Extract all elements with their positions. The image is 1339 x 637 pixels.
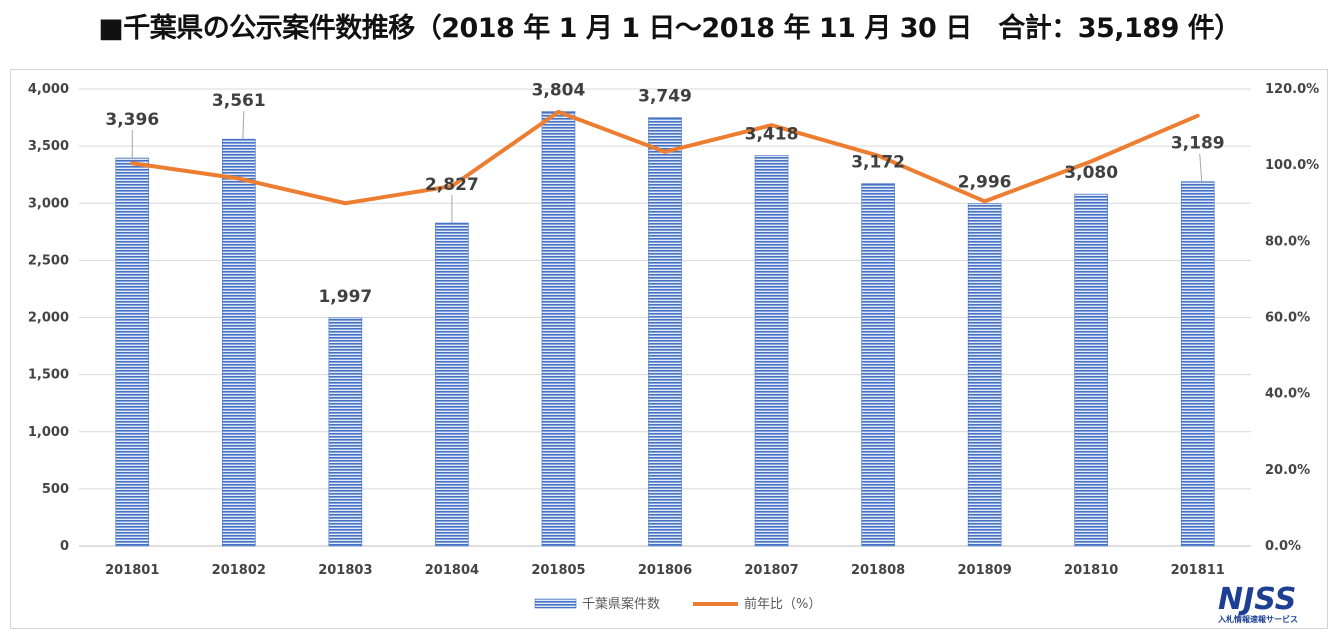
njss-logo: NJSS 入札情報速報サービス <box>1217 582 1298 624</box>
legend-line-label: 前年比（%） <box>744 596 821 612</box>
bar <box>754 155 789 547</box>
bar-data-label: 3,172 <box>851 153 905 173</box>
bar <box>648 117 682 547</box>
bar-data-label: 3,749 <box>638 87 692 107</box>
x-tick-label: 201802 <box>212 563 266 578</box>
bar-data-label: 1,997 <box>318 287 372 307</box>
y-right-tick-label: 20.0% <box>1265 463 1310 478</box>
x-tick-label: 201810 <box>1064 563 1118 578</box>
bar <box>861 183 895 547</box>
x-tick-label: 201807 <box>744 563 798 578</box>
y-right-tick-label: 120.0% <box>1265 82 1319 97</box>
x-tick-label: 201808 <box>851 563 905 578</box>
data-label-leader <box>242 111 245 140</box>
y-left-tick-label: 500 <box>42 482 69 497</box>
bar <box>435 222 469 547</box>
y-left-tick-label: 1,000 <box>28 425 69 440</box>
bar-data-label: 3,561 <box>212 91 266 111</box>
y-left-tick-label: 2,000 <box>28 311 69 326</box>
bar-data-label: 3,080 <box>1064 163 1118 183</box>
logo-sub-text: 入札情報速報サービス <box>1217 614 1298 624</box>
x-tick-label: 201804 <box>425 563 479 578</box>
x-tick-label: 201811 <box>1171 563 1225 578</box>
bar <box>222 138 256 547</box>
x-tick-label: 201809 <box>957 563 1011 578</box>
y-left-tick-label: 4,000 <box>28 82 69 97</box>
y-right-tick-label: 40.0% <box>1265 387 1310 402</box>
bar <box>1180 181 1215 547</box>
bar <box>541 111 576 547</box>
y-right-tick-label: 0.0% <box>1265 539 1301 554</box>
legend-bar-swatch <box>534 598 577 609</box>
x-tick-label: 201801 <box>105 563 159 578</box>
x-tick-label: 201805 <box>531 563 585 578</box>
bar <box>115 157 150 547</box>
bar-data-label: 3,804 <box>532 80 586 100</box>
x-tick-label: 201806 <box>638 563 692 578</box>
y-left-tick-label: 0 <box>60 539 69 554</box>
bar <box>328 317 363 547</box>
bar <box>967 203 1002 547</box>
y-right-tick-label: 80.0% <box>1265 234 1310 249</box>
bar-data-label: 2,996 <box>958 173 1012 193</box>
y-right-tick-label: 60.0% <box>1265 311 1310 326</box>
y-left-tick-label: 3,000 <box>28 196 69 211</box>
data-label-leader <box>1199 153 1203 182</box>
y-left-tick-label: 1,500 <box>28 368 69 383</box>
bar-data-label: 3,189 <box>1171 134 1225 154</box>
bar-data-label: 3,418 <box>745 124 799 144</box>
bar <box>1074 193 1108 547</box>
bar-data-label: 3,396 <box>105 110 159 130</box>
page-title: ■千葉県の公示案件数推移（2018 年 1 月 1 日〜2018 年 11 月 … <box>98 13 1241 44</box>
logo-main-text: NJSS <box>1218 582 1296 617</box>
bar-data-label: 2,827 <box>425 175 479 195</box>
y-left-tick-label: 3,500 <box>28 139 69 154</box>
y-right-tick-label: 100.0% <box>1265 158 1319 173</box>
chart-area: 3,396 3,561 1,997 2,827 3,804 3,749 3,418 3,172… <box>10 69 1328 629</box>
x-tick-label: 201803 <box>318 563 372 578</box>
chart-svg: 3,396 3,561 1,997 2,827 3,804 3,749 3,418 3,172… <box>28 80 1319 612</box>
y-left-tick-label: 2,500 <box>28 253 69 268</box>
legend-bar-label: 千葉県案件数 <box>582 597 660 612</box>
